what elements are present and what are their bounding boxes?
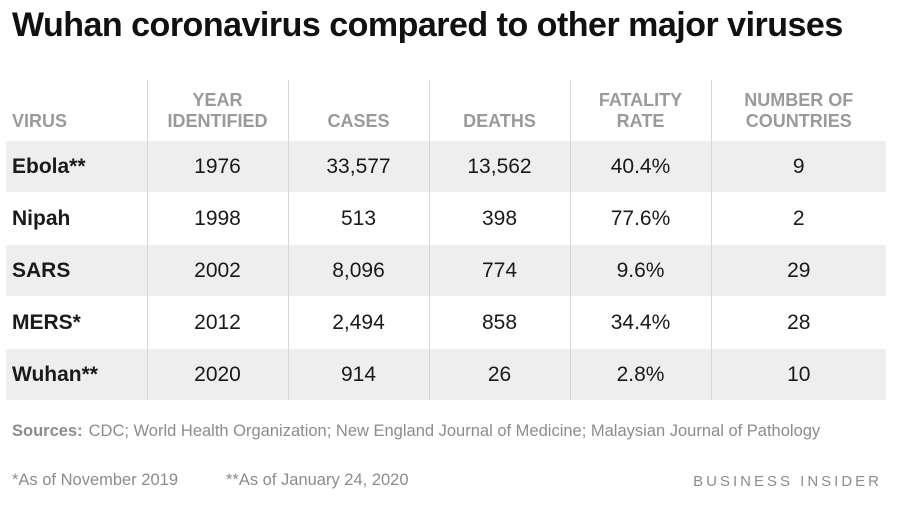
cell-cases: 8,096 [288,244,430,297]
cell-year: 2002 [147,244,289,297]
table-row: Nipah 1998 513 398 77.6% 2 [6,192,886,245]
sources-text: CDC; World Health Organization; New Engl… [88,422,821,440]
cell-cases: 513 [288,192,430,245]
column-header-line: CASES [327,111,390,131]
cell-fatality-rate: 34.4% [570,296,712,349]
table-header-row: VIRUS YEAR IDENTIFIED CASES DEATHS FATAL… [6,80,886,141]
cell-year: 1976 [147,140,289,193]
cell-cases: 2,494 [288,296,430,349]
sources-label: Sources: [12,422,83,440]
column-header-line: YEAR [192,90,243,110]
cell-fatality-rate: 9.6% [570,244,712,297]
column-header-line: FATALITY [598,90,683,110]
cell-cases: 914 [288,348,430,400]
column-header-virus: VIRUS [6,80,148,141]
cell-year: 2012 [147,296,289,349]
table-row: MERS* 2012 2,494 858 34.4% 28 [6,296,886,349]
sources-note: Sources: CDC; World Health Organization; … [12,422,820,441]
cell-countries: 28 [711,296,886,349]
cell-cases: 33,577 [288,140,430,193]
footnote-single-asterisk: *As of November 2019 [12,471,179,489]
cell-fatality-rate: 77.6% [570,192,712,245]
column-header-line: IDENTIFIED [167,111,268,131]
footnote-double-asterisk: **As of January 24, 2020 [226,471,409,489]
table-row: Ebola** 1976 33,577 13,562 40.4% 9 [6,140,886,193]
column-header-line: RATE [616,111,665,131]
cell-virus: MERS* [6,296,148,349]
cell-deaths: 774 [429,244,571,297]
column-header-line: VIRUS [12,111,68,131]
table-row: Wuhan** 2020 914 26 2.8% 10 [6,348,886,400]
cell-countries: 2 [711,192,886,245]
cell-virus: Ebola** [6,140,148,193]
cell-year: 2020 [147,348,289,400]
column-header-number-of-countries: NUMBER OF COUNTRIES [711,80,886,141]
cell-fatality-rate: 2.8% [570,348,712,400]
cell-virus: Nipah [6,192,148,245]
brand-logo-text: BUSINESS INSIDER [693,473,882,490]
column-header-cases: CASES [288,80,430,141]
chart-title: Wuhan coronavirus compared to other majo… [12,6,843,44]
cell-deaths: 858 [429,296,571,349]
column-header-fatality-rate: FATALITY RATE [570,80,712,141]
virus-comparison-table: VIRUS YEAR IDENTIFIED CASES DEATHS FATAL… [6,80,886,400]
table-row: SARS 2002 8,096 774 9.6% 29 [6,244,886,297]
cell-deaths: 398 [429,192,571,245]
column-header-deaths: DEATHS [429,80,571,141]
cell-virus: SARS [6,244,148,297]
cell-virus: Wuhan** [6,348,148,400]
cell-year: 1998 [147,192,289,245]
cell-deaths: 26 [429,348,571,400]
cell-countries: 29 [711,244,886,297]
column-header-line: NUMBER OF [744,90,854,110]
column-header-line: COUNTRIES [745,111,852,131]
column-header-line: DEATHS [463,111,536,131]
cell-countries: 9 [711,140,886,193]
cell-deaths: 13,562 [429,140,571,193]
cell-fatality-rate: 40.4% [570,140,712,193]
column-header-year-identified: YEAR IDENTIFIED [147,80,289,141]
cell-countries: 10 [711,348,886,400]
